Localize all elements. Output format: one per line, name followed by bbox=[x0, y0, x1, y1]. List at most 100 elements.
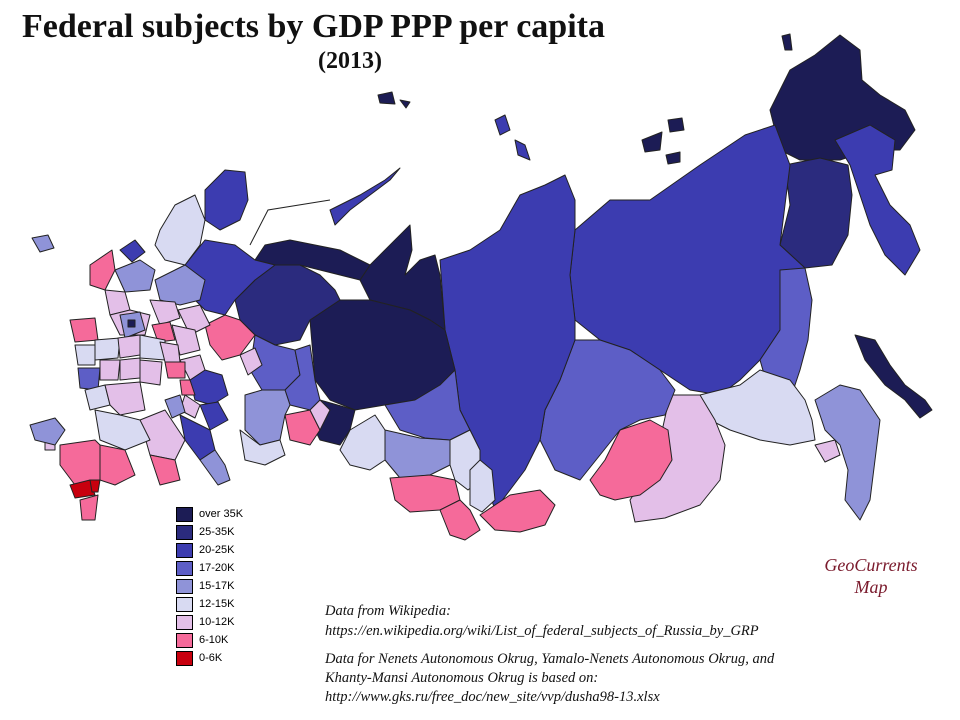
region-samara bbox=[199, 401, 229, 431]
brand-line-2: Map bbox=[854, 577, 888, 597]
region-sakhalin bbox=[854, 334, 933, 419]
region-fjl-2 bbox=[399, 99, 411, 109]
legend-label: over 35K bbox=[199, 508, 244, 520]
legend-label: 25-35K bbox=[199, 526, 235, 538]
legend-item: 12-15K bbox=[176, 595, 243, 613]
region-kamchatka bbox=[834, 124, 921, 276]
region-yamalo-nenets bbox=[359, 224, 446, 331]
region-tuva bbox=[479, 489, 556, 533]
region-spb bbox=[119, 239, 146, 263]
region-ivanovo bbox=[151, 321, 176, 343]
region-tambov bbox=[139, 359, 163, 386]
legend-swatch bbox=[176, 596, 193, 612]
region-moscow bbox=[127, 319, 136, 328]
legend-item: 20-25K bbox=[176, 541, 243, 559]
legend-swatch bbox=[176, 542, 193, 558]
region-kirov bbox=[204, 314, 256, 361]
nz-connector-line bbox=[249, 199, 331, 246]
legend-swatch bbox=[176, 614, 193, 630]
region-murmansk bbox=[204, 169, 249, 231]
source-line-1: Data from Wikipedia: bbox=[325, 603, 451, 619]
region-rostov bbox=[94, 409, 151, 451]
region-nenets bbox=[254, 239, 371, 281]
legend-item: 10-12K bbox=[176, 613, 243, 631]
region-tula bbox=[117, 334, 141, 359]
region-kurgan bbox=[309, 399, 331, 431]
region-tomsk bbox=[384, 369, 471, 441]
legend-item: 6-10K bbox=[176, 631, 243, 649]
legend-swatch bbox=[176, 578, 193, 594]
region-jewish-ao bbox=[814, 439, 841, 463]
legend-label: 15-17K bbox=[199, 580, 235, 592]
region-omsk bbox=[339, 414, 386, 471]
region-arctic-islands-1 bbox=[494, 114, 511, 136]
region-novosibirsk bbox=[384, 429, 451, 479]
region-kostroma bbox=[177, 304, 211, 336]
region-dagestan bbox=[79, 494, 99, 521]
source-url-wikipedia: https://en.wikipedia.org/wiki/List_of_fe… bbox=[325, 623, 759, 639]
region-altai-rep bbox=[439, 499, 481, 541]
region-arctic-islands-2 bbox=[514, 139, 531, 161]
region-penza bbox=[164, 394, 186, 419]
legend-label: 6-10K bbox=[199, 634, 229, 646]
region-yaroslavl bbox=[149, 299, 181, 326]
region-mari bbox=[179, 354, 206, 381]
region-khabarovsk bbox=[759, 267, 813, 401]
geocurrents-brand: GeoCurrents Map bbox=[806, 554, 936, 598]
region-crimea bbox=[29, 417, 66, 446]
region-nsi-1 bbox=[641, 131, 663, 153]
map-title: Federal subjects by GDP PPP per capita bbox=[22, 8, 605, 45]
region-pskov bbox=[89, 249, 116, 291]
region-magadan bbox=[779, 157, 853, 269]
source-line-3: Data for Nenets Autonomous Okrug, Yamalo… bbox=[325, 651, 775, 667]
region-primorsky bbox=[814, 384, 881, 521]
region-udmurtia bbox=[239, 347, 263, 376]
region-stavropol bbox=[99, 444, 136, 486]
region-vologda bbox=[154, 264, 206, 306]
legend-label: 0-6K bbox=[199, 652, 223, 664]
legend-item: 25-35K bbox=[176, 523, 243, 541]
region-kalmykia bbox=[149, 454, 181, 486]
region-chelyabinsk bbox=[284, 409, 321, 446]
region-orenburg bbox=[239, 429, 286, 466]
region-ingushetia bbox=[89, 479, 101, 493]
region-chechnya bbox=[69, 479, 96, 499]
map-subtitle: (2013) bbox=[318, 48, 382, 74]
source-url-gks: http://www.gks.ru/free_doc/new_site/vvp/… bbox=[325, 689, 660, 705]
legend-label: 10-12K bbox=[199, 616, 235, 628]
region-chuvashia bbox=[179, 379, 196, 396]
region-kaliningrad bbox=[31, 234, 55, 253]
region-buryatia bbox=[589, 419, 673, 501]
legend: over 35K 25-35K 20-25K 17-20K 15-17K 12-… bbox=[176, 505, 243, 667]
legend-swatch bbox=[176, 650, 193, 666]
brand-line-1: GeoCurrents bbox=[824, 555, 918, 575]
legend-item: 15-17K bbox=[176, 577, 243, 595]
legend-swatch bbox=[176, 632, 193, 648]
region-oryol bbox=[99, 359, 121, 381]
region-karelia bbox=[154, 194, 206, 266]
region-bryansk bbox=[74, 344, 96, 366]
region-fjl-1 bbox=[377, 91, 396, 105]
region-smolensk bbox=[69, 317, 99, 343]
legend-label: 17-20K bbox=[199, 562, 235, 574]
region-kaluga bbox=[94, 337, 121, 361]
source-line-4: Khanty-Mansi Autonomous Okrug is based o… bbox=[325, 670, 599, 686]
legend-item: 17-20K bbox=[176, 559, 243, 577]
region-lipetsk bbox=[119, 357, 141, 381]
region-nsi-3 bbox=[665, 151, 681, 165]
legend-swatch bbox=[176, 524, 193, 540]
legend-label: 12-15K bbox=[199, 598, 235, 610]
legend-item: 0-6K bbox=[176, 649, 243, 667]
legend-swatch bbox=[176, 506, 193, 522]
region-amur bbox=[699, 369, 816, 446]
legend-label: 20-25K bbox=[199, 544, 235, 556]
region-chukotka-island bbox=[781, 33, 793, 51]
legend-item: over 35K bbox=[176, 505, 243, 523]
region-novaya-zemlya bbox=[329, 167, 401, 226]
region-leningrad bbox=[114, 259, 156, 293]
legend-swatch bbox=[176, 560, 193, 576]
region-nsi-2 bbox=[667, 117, 685, 133]
region-volgograd bbox=[139, 409, 186, 461]
region-astrakhan bbox=[199, 449, 231, 486]
